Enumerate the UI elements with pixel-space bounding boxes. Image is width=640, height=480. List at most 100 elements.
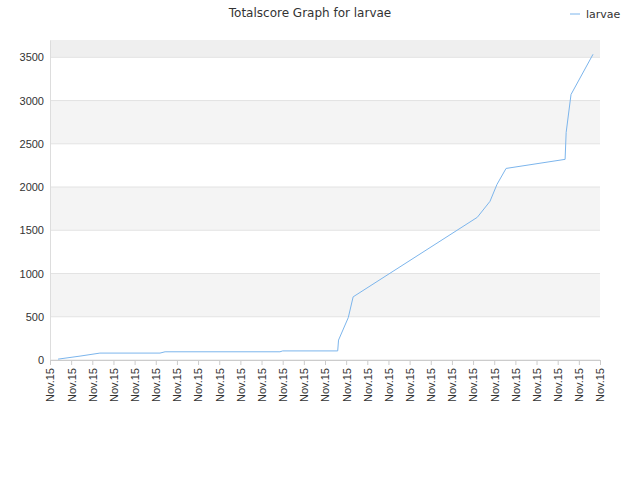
x-tick-label: Nov.15 (235, 368, 247, 402)
x-tick: Nov.15 (341, 360, 353, 402)
y-tick: 2000 (20, 181, 50, 193)
x-tick-mark (156, 360, 157, 365)
grid-line (50, 57, 600, 58)
x-tick: Nov.15 (235, 360, 247, 402)
x-tick-label: Nov.15 (341, 368, 353, 402)
x-tick: Nov.15 (214, 360, 226, 402)
chart-title: Totalscore Graph for larvae (228, 6, 391, 20)
grid-band (50, 101, 600, 144)
x-tick-label: Nov.15 (383, 368, 395, 402)
x-tick: Nov.15 (150, 360, 162, 402)
x-tick-label: Nov.15 (108, 368, 120, 402)
grid-band (50, 274, 600, 317)
x-tick-mark (240, 360, 241, 365)
x-axis-line (51, 361, 601, 366)
y-tick-label: 2000 (20, 181, 44, 193)
x-tick-mark (579, 360, 580, 365)
x-tick-label: Nov.15 (87, 368, 99, 402)
x-tick: Nov.15 (552, 360, 564, 402)
x-tick-mark (283, 360, 284, 365)
x-tick-label: Nov.15 (552, 368, 564, 402)
x-tick-mark (367, 360, 368, 365)
x-tick-mark (177, 360, 178, 365)
x-tick: Nov.15 (489, 360, 501, 402)
y-axis: 0 500 1000 1500 2000 2500 3000 3500 (20, 41, 51, 367)
grid-band (50, 187, 600, 230)
legend: larvae (570, 8, 621, 21)
x-tick-mark (198, 360, 199, 365)
y-tick-label: 3000 (20, 95, 44, 107)
x-tick-mark (304, 360, 305, 365)
x-tick-mark (558, 360, 559, 365)
x-tick-label: Nov.15 (531, 368, 543, 402)
y-tick-label: 500 (26, 311, 44, 323)
x-tick-label: Nov.15 (594, 368, 606, 402)
x-tick-mark (71, 360, 72, 365)
x-tick-label: Nov.15 (467, 368, 479, 402)
x-tick-label: Nov.15 (510, 368, 522, 402)
y-tick-label: 0 (38, 354, 44, 366)
x-tick-mark (92, 360, 93, 365)
x-tick: Nov.15 (171, 360, 183, 402)
x-tick-label: Nov.15 (214, 368, 226, 402)
y-tick: 2500 (20, 138, 50, 150)
x-tick-mark (262, 360, 263, 365)
grid-band (50, 40, 600, 57)
y-tick-label: 3500 (20, 51, 44, 63)
x-tick-label: Nov.15 (277, 368, 289, 402)
x-tick: Nov.15 (256, 360, 268, 402)
y-tick-label: 1500 (20, 224, 44, 236)
grid-line (50, 273, 600, 274)
x-tick-label: Nov.15 (44, 368, 56, 402)
x-tick-mark (219, 360, 220, 365)
x-tick-label: Nov.15 (573, 368, 585, 402)
x-tick-mark (515, 360, 516, 365)
x-tick: Nov.15 (573, 360, 585, 402)
x-tick: Nov.15 (319, 360, 331, 402)
x-tick: Nov.15 (467, 360, 479, 402)
x-tick: Nov.15 (594, 360, 606, 402)
x-tick-mark (113, 360, 114, 365)
x-tick-mark (431, 360, 432, 365)
x-tick: Nov.15 (446, 360, 458, 402)
y-tick: 0 (38, 354, 50, 366)
x-tick-mark (537, 360, 538, 365)
legend-label: larvae (586, 8, 621, 21)
x-tick-label: Nov.15 (362, 368, 374, 402)
x-tick-mark (473, 360, 474, 365)
x-tick-mark (50, 360, 51, 365)
grid-lines (50, 57, 600, 360)
x-tick: Nov.15 (87, 360, 99, 402)
x-tick-label: Nov.15 (66, 368, 78, 402)
x-tick: Nov.15 (510, 360, 522, 402)
x-tick-label: Nov.15 (446, 368, 458, 402)
x-tick-label: Nov.15 (150, 368, 162, 402)
grid-line (50, 316, 600, 317)
plot-area (58, 54, 593, 359)
x-tick-label: Nov.15 (319, 368, 331, 402)
x-tick-mark (410, 360, 411, 365)
y-tick: 3500 (20, 51, 50, 63)
x-tick: Nov.15 (531, 360, 543, 402)
x-tick: Nov.15 (425, 360, 437, 402)
x-tick: Nov.15 (362, 360, 374, 402)
grid-bands (50, 40, 600, 317)
grid-line (50, 143, 600, 144)
grid-line (50, 230, 600, 231)
y-tick-label: 1000 (20, 268, 44, 280)
x-tick-label: Nov.15 (489, 368, 501, 402)
x-tick-label: Nov.15 (425, 368, 437, 402)
x-axis: Nov.15 Nov.15 Nov.15 Nov.15 Nov.15 Nov.15 Nov.… (44, 360, 606, 402)
x-tick-label: Nov.15 (256, 368, 268, 402)
x-tick: Nov.15 (383, 360, 395, 402)
x-tick: Nov.15 (129, 360, 141, 402)
x-tick: Nov.15 (298, 360, 310, 402)
x-tick: Nov.15 (404, 360, 416, 402)
x-tick-mark (325, 360, 326, 365)
chart-svg: 0500100015002000250030003500Nov.15Nov.15… (0, 0, 640, 480)
x-tick-label: Nov.15 (298, 368, 310, 402)
x-tick: Nov.15 (108, 360, 120, 402)
y-tick-label: 2500 (20, 138, 44, 150)
x-tick-label: Nov.15 (129, 368, 141, 402)
y-tick: 1000 (20, 268, 50, 280)
